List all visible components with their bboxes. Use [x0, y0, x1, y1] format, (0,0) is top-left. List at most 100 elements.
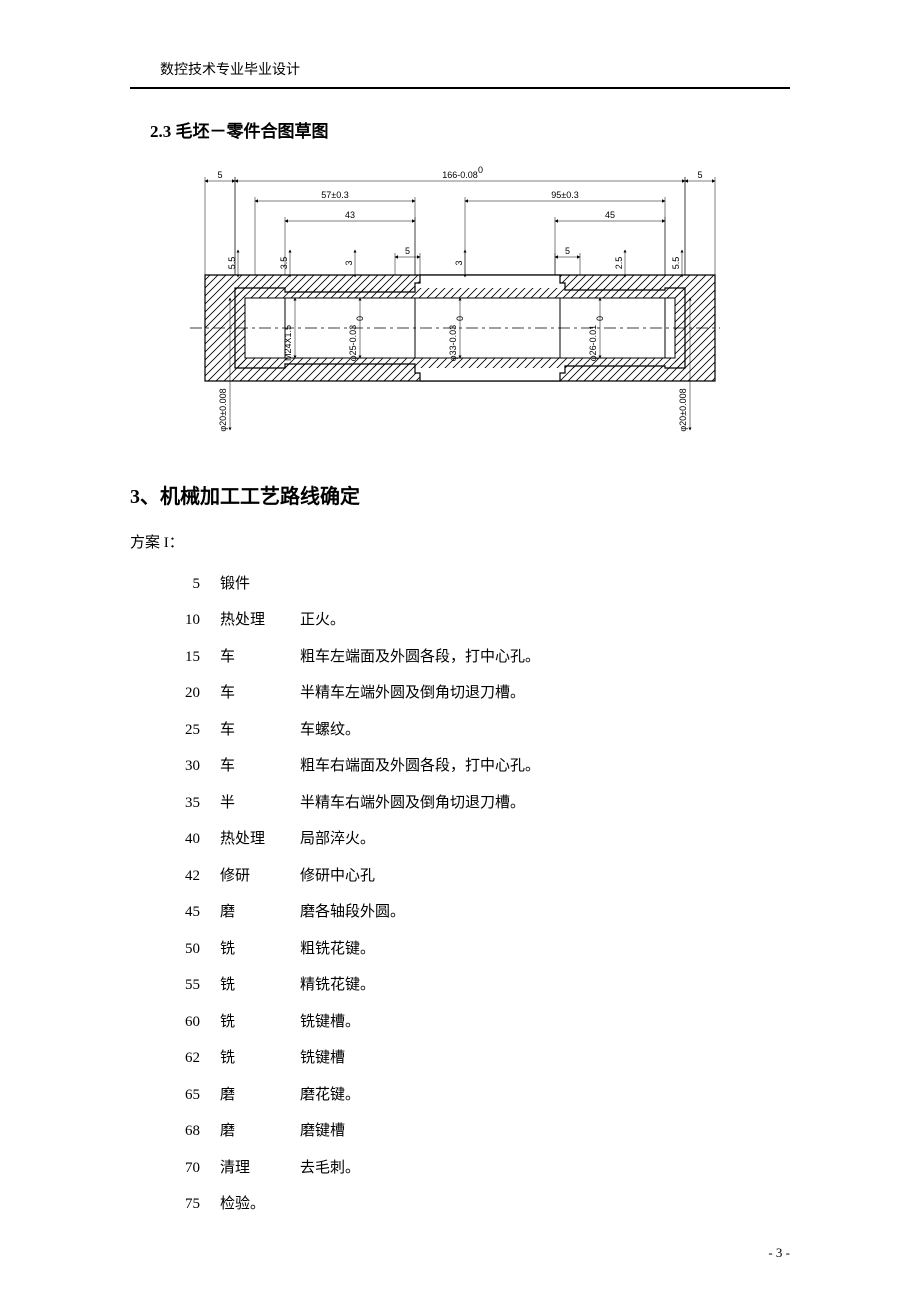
process-op: 磨 — [220, 1120, 300, 1143]
process-desc — [300, 1193, 790, 1216]
svg-text:95±0.3: 95±0.3 — [551, 190, 578, 200]
process-row: 70清理去毛刺。 — [170, 1157, 790, 1180]
process-op: 铣 — [220, 1011, 300, 1034]
svg-text:0: 0 — [478, 165, 483, 175]
svg-text:2.5: 2.5 — [614, 256, 624, 269]
process-desc: 铣键槽。 — [300, 1011, 790, 1034]
process-desc: 磨花键。 — [300, 1084, 790, 1107]
svg-text:5: 5 — [217, 170, 222, 180]
plan-label: 方案 I： — [130, 532, 790, 555]
process-num: 50 — [170, 938, 220, 961]
process-op: 铣 — [220, 938, 300, 961]
process-num: 60 — [170, 1011, 220, 1034]
process-row: 68磨磨键槽 — [170, 1120, 790, 1143]
process-desc: 铣键槽 — [300, 1047, 790, 1070]
process-desc: 修研中心孔 — [300, 865, 790, 888]
process-row: 5锻件 — [170, 573, 790, 596]
section-2-3-title: 2.3 毛坯－零件合图草图 — [150, 119, 790, 145]
process-op: 磨 — [220, 901, 300, 924]
process-num: 5 — [170, 573, 220, 596]
process-desc: 磨各轴段外圆。 — [300, 901, 790, 924]
svg-text:5: 5 — [405, 246, 410, 256]
process-row: 30车粗车右端面及外圆各段，打中心孔。 — [170, 755, 790, 778]
blank-part-diagram: 5166-0.0805 57±0.395±0.3 4345 55 5.53.53… — [160, 165, 790, 453]
process-desc: 粗车右端面及外圆各段，打中心孔。 — [300, 755, 790, 778]
process-op: 车 — [220, 719, 300, 742]
process-desc: 车螺纹。 — [300, 719, 790, 742]
page-header: 数控技术专业毕业设计 — [130, 60, 790, 87]
process-op: 热处理 — [220, 609, 300, 632]
process-num: 75 — [170, 1193, 220, 1216]
process-op: 修研 — [220, 865, 300, 888]
process-num: 40 — [170, 828, 220, 851]
process-num: 70 — [170, 1157, 220, 1180]
process-op: 半 — [220, 792, 300, 815]
svg-text:φ33-0.03: φ33-0.03 — [448, 324, 458, 360]
process-num: 25 — [170, 719, 220, 742]
svg-text:57±0.3: 57±0.3 — [321, 190, 348, 200]
process-row: 75检验。 — [170, 1193, 790, 1216]
process-row: 10热处理正火。 — [170, 609, 790, 632]
svg-text:φ20±0.008: φ20±0.008 — [218, 388, 228, 431]
process-num: 30 — [170, 755, 220, 778]
process-row: 42修研修研中心孔 — [170, 865, 790, 888]
process-desc: 正火。 — [300, 609, 790, 632]
svg-text:0: 0 — [595, 315, 605, 320]
process-desc: 磨键槽 — [300, 1120, 790, 1143]
process-row: 60铣铣键槽。 — [170, 1011, 790, 1034]
process-op: 清理 — [220, 1157, 300, 1180]
process-row: 65磨磨花键。 — [170, 1084, 790, 1107]
process-desc: 半精车右端外圆及倒角切退刀槽。 — [300, 792, 790, 815]
svg-text:φ26-0.01: φ26-0.01 — [588, 324, 598, 360]
process-op: 铣 — [220, 974, 300, 997]
svg-text:43: 43 — [345, 210, 355, 220]
svg-text:3.5: 3.5 — [279, 256, 289, 269]
process-table: 5锻件10热处理正火。15车粗车左端面及外圆各段，打中心孔。20车半精车左端外圆… — [170, 573, 790, 1216]
process-op: 车 — [220, 682, 300, 705]
process-op: 车 — [220, 755, 300, 778]
process-desc: 粗车左端面及外圆各段，打中心孔。 — [300, 646, 790, 669]
svg-text:3: 3 — [344, 260, 354, 265]
process-op: 检验。 — [220, 1193, 300, 1216]
svg-text:166-0.08: 166-0.08 — [442, 170, 478, 180]
section-3-title: 3、机械加工工艺路线确定 — [130, 482, 790, 512]
process-desc: 半精车左端外圆及倒角切退刀槽。 — [300, 682, 790, 705]
svg-text:M24X1.5: M24X1.5 — [283, 324, 293, 360]
process-row: 25车车螺纹。 — [170, 719, 790, 742]
process-desc: 粗铣花键。 — [300, 938, 790, 961]
svg-text:0: 0 — [455, 315, 465, 320]
process-row: 45磨磨各轴段外圆。 — [170, 901, 790, 924]
process-num: 55 — [170, 974, 220, 997]
svg-text:5: 5 — [565, 246, 570, 256]
svg-text:0: 0 — [355, 315, 365, 320]
process-row: 35半半精车右端外圆及倒角切退刀槽。 — [170, 792, 790, 815]
svg-text:φ20±0.008: φ20±0.008 — [678, 388, 688, 431]
process-num: 42 — [170, 865, 220, 888]
process-row: 50铣粗铣花键。 — [170, 938, 790, 961]
svg-text:45: 45 — [605, 210, 615, 220]
process-op: 热处理 — [220, 828, 300, 851]
header-rule — [130, 87, 790, 89]
process-num: 20 — [170, 682, 220, 705]
process-desc — [300, 573, 790, 596]
process-desc: 局部淬火。 — [300, 828, 790, 851]
svg-text:5: 5 — [697, 170, 702, 180]
process-num: 45 — [170, 901, 220, 924]
process-num: 10 — [170, 609, 220, 632]
process-num: 35 — [170, 792, 220, 815]
svg-text:3: 3 — [454, 260, 464, 265]
svg-text:φ25-0.03: φ25-0.03 — [348, 324, 358, 360]
process-row: 40热处理局部淬火。 — [170, 828, 790, 851]
process-row: 55铣精铣花键。 — [170, 974, 790, 997]
process-desc: 精铣花键。 — [300, 974, 790, 997]
svg-text:5.5: 5.5 — [671, 256, 681, 269]
process-desc: 去毛刺。 — [300, 1157, 790, 1180]
process-num: 15 — [170, 646, 220, 669]
process-op: 磨 — [220, 1084, 300, 1107]
process-op: 车 — [220, 646, 300, 669]
svg-text:5.5: 5.5 — [227, 256, 237, 269]
process-row: 15车粗车左端面及外圆各段，打中心孔。 — [170, 646, 790, 669]
process-num: 62 — [170, 1047, 220, 1070]
process-row: 20车半精车左端外圆及倒角切退刀槽。 — [170, 682, 790, 705]
page-number: - 3 - — [768, 1243, 790, 1263]
